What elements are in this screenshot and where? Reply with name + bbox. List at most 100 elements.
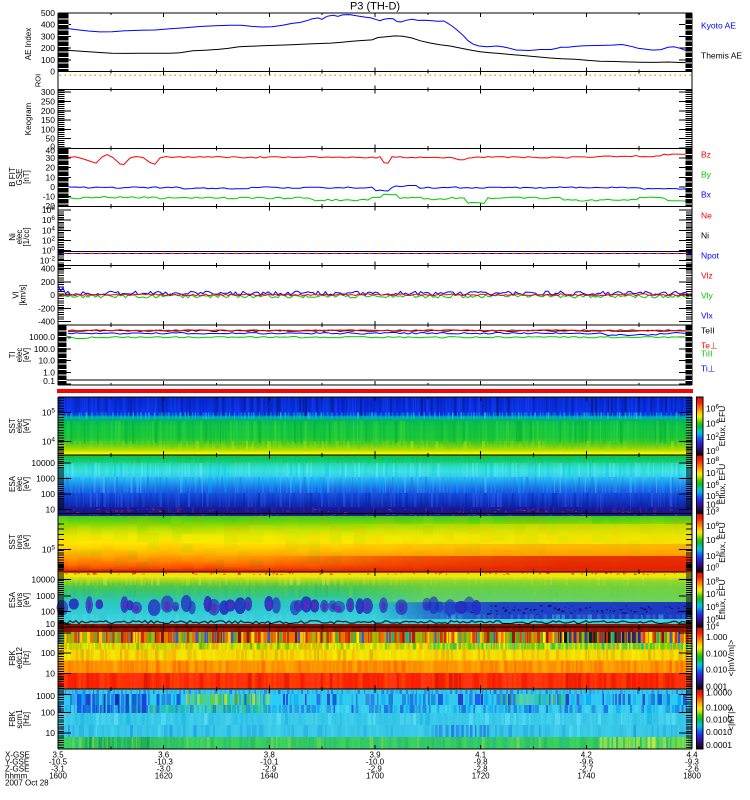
svg-text:edc12: edc12 <box>15 647 24 669</box>
svg-text:1.0000: 1.0000 <box>706 688 732 698</box>
svg-text:Tl: Tl <box>8 351 17 358</box>
svg-text:10000: 10000 <box>31 575 55 585</box>
svg-text:100: 100 <box>41 124 55 134</box>
svg-text:-9.8: -9.8 <box>474 757 488 766</box>
svg-text:1620: 1620 <box>155 771 173 780</box>
svg-text:0: 0 <box>50 141 55 151</box>
svg-text:1000: 1000 <box>36 474 55 484</box>
svg-text:-10.0: -10.0 <box>366 757 385 766</box>
svg-text:Ne: Ne <box>701 211 712 221</box>
svg-text:10: 10 <box>46 619 56 629</box>
svg-text:<|mV/m|>: <|mV/m|> <box>726 640 736 677</box>
svg-text:Z-GSE: Z-GSE <box>5 764 29 773</box>
svg-text:-10.5: -10.5 <box>49 757 68 766</box>
svg-text:108: 108 <box>706 456 719 466</box>
svg-text:-2.8: -2.8 <box>474 764 488 773</box>
svg-text:0.0010: 0.0010 <box>706 727 732 737</box>
svg-text:-3.1: -3.1 <box>51 764 65 773</box>
svg-text:107: 107 <box>706 468 719 478</box>
svg-text:Eflux, EFU: Eflux, EFU <box>717 464 727 505</box>
svg-text:10: 10 <box>46 668 56 678</box>
svg-text:3.5: 3.5 <box>52 750 64 759</box>
svg-text:AE Index: AE Index <box>24 28 33 60</box>
svg-text:10: 10 <box>46 728 56 738</box>
svg-text:106: 106 <box>706 480 719 490</box>
svg-text:[eV]: [eV] <box>22 593 31 607</box>
svg-text:[eV]: [eV] <box>22 477 31 491</box>
svg-text:10.0: 10.0 <box>38 356 55 366</box>
svg-text:ESA: ESA <box>8 475 17 492</box>
svg-text:105: 105 <box>706 491 719 501</box>
svg-text:10-2: 10-2 <box>40 256 56 266</box>
svg-text:-9.3: -9.3 <box>685 757 699 766</box>
svg-text:-2.9: -2.9 <box>368 764 382 773</box>
svg-text:Vlx: Vlx <box>701 311 714 321</box>
svg-text:[eV]: [eV] <box>22 419 31 433</box>
svg-text:108: 108 <box>706 577 719 587</box>
svg-text:-2.6: -2.6 <box>685 764 699 773</box>
svg-text:-2.7: -2.7 <box>579 764 593 773</box>
svg-text:P3 (TH-D): P3 (TH-D) <box>350 1 400 13</box>
svg-text:elec: elec <box>15 230 24 245</box>
svg-text:200: 200 <box>41 43 55 53</box>
svg-text:Bx: Bx <box>701 190 712 200</box>
svg-text:108: 108 <box>42 205 55 215</box>
svg-text:TeII: TeII <box>701 326 715 336</box>
svg-text:-400: -400 <box>38 317 55 327</box>
svg-text:250: 250 <box>41 97 55 107</box>
svg-text:100: 100 <box>41 607 55 617</box>
svg-text:Eflux, EFU: Eflux, EFU <box>717 522 727 563</box>
svg-text:10: 10 <box>46 505 56 515</box>
svg-text:-10.3: -10.3 <box>155 757 174 766</box>
svg-text:150: 150 <box>41 115 55 125</box>
svg-text:104: 104 <box>42 436 55 446</box>
svg-text:Kyoto AE: Kyoto AE <box>701 21 736 31</box>
svg-text:Npot: Npot <box>701 251 720 261</box>
svg-text:hhmm: hhmm <box>5 771 28 780</box>
svg-text:Bz: Bz <box>701 150 711 160</box>
svg-text:100: 100 <box>41 648 55 658</box>
svg-text:[Hz]: [Hz] <box>22 712 31 726</box>
svg-text:4.2: 4.2 <box>581 750 593 759</box>
svg-text:104: 104 <box>706 418 719 428</box>
svg-text:Vly: Vly <box>701 291 714 301</box>
svg-text:200: 200 <box>41 277 55 287</box>
svg-text:Vlz: Vlz <box>701 271 713 281</box>
svg-text:100: 100 <box>42 246 55 256</box>
svg-text:elec: elec <box>15 348 24 363</box>
svg-text:FBK: FBK <box>8 650 17 666</box>
svg-text:1700: 1700 <box>366 771 384 780</box>
svg-text:100: 100 <box>706 563 719 573</box>
svg-text:ESA: ESA <box>8 591 17 608</box>
svg-text:100.0: 100.0 <box>34 344 56 354</box>
svg-text:[km/s]: [km/s] <box>19 284 28 305</box>
svg-text:[eV]: [eV] <box>22 535 31 549</box>
svg-text:Keogram: Keogram <box>24 102 33 135</box>
svg-text:Ni: Ni <box>701 231 709 241</box>
svg-text:400: 400 <box>41 20 55 30</box>
svg-text:Ni: Ni <box>8 233 17 241</box>
svg-text:10000: 10000 <box>31 458 55 468</box>
svg-text:1640: 1640 <box>260 771 278 780</box>
svg-text:1.000: 1.000 <box>706 632 728 642</box>
svg-text:1000.0: 1000.0 <box>29 332 55 342</box>
svg-text:elec: elec <box>15 419 24 434</box>
svg-text:0.001: 0.001 <box>706 682 728 692</box>
svg-text:0: 0 <box>50 182 55 192</box>
svg-text:1.0: 1.0 <box>43 367 55 377</box>
svg-text:SST: SST <box>8 418 17 434</box>
svg-text:Y-GSE: Y-GSE <box>5 757 29 766</box>
svg-text:0: 0 <box>50 290 55 300</box>
svg-text:2007 Oct 28: 2007 Oct 28 <box>5 778 49 787</box>
svg-text:106: 106 <box>706 602 719 612</box>
svg-text:1000: 1000 <box>36 628 55 638</box>
svg-text:1000: 1000 <box>36 591 55 601</box>
svg-text:400: 400 <box>41 264 55 274</box>
svg-text:106: 106 <box>706 521 719 531</box>
svg-text:104: 104 <box>706 622 719 632</box>
svg-text:0.1000: 0.1000 <box>706 703 732 713</box>
svg-text:105: 105 <box>42 408 55 418</box>
svg-text:107: 107 <box>706 589 719 599</box>
svg-text:ions: ions <box>15 535 24 550</box>
svg-text:10: 10 <box>46 172 56 182</box>
